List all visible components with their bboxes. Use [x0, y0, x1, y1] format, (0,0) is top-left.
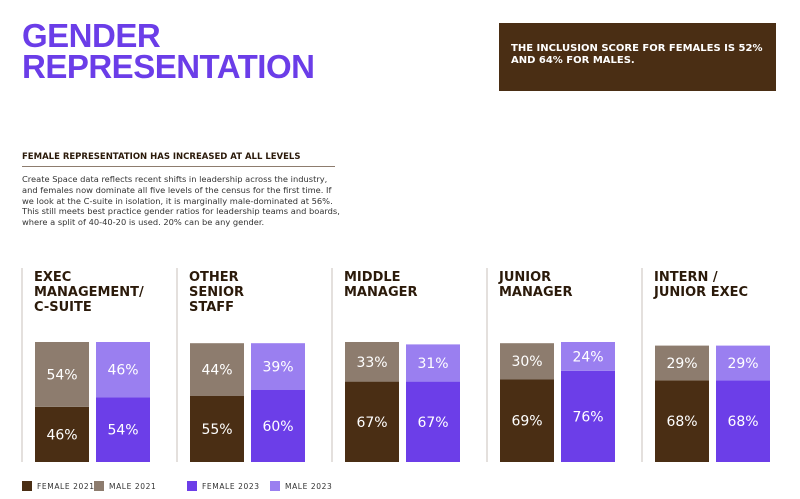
value-label: 46%: [107, 363, 138, 379]
group-label: SENIOR: [189, 285, 244, 300]
value-label: 29%: [727, 356, 758, 372]
description: Create Space data reflects recent shifts…: [22, 174, 340, 228]
legend-label: MALE 2023: [285, 482, 332, 491]
legend-label: FEMALE 2023: [202, 482, 260, 491]
group-label: MANAGEMENT/: [34, 285, 144, 300]
bar-segment: [655, 380, 709, 462]
legend-swatch: [22, 481, 32, 491]
bar-segment: [35, 342, 89, 407]
legend-swatch: [187, 481, 197, 491]
group-label: OTHER: [189, 270, 239, 285]
value-label: 60%: [262, 419, 293, 435]
bar-segment: [716, 380, 770, 462]
legend-label: MALE 2021: [109, 482, 156, 491]
value-label: 55%: [201, 422, 232, 438]
value-label: 54%: [107, 423, 138, 439]
bar-segment: [406, 344, 460, 382]
bar-segment: [655, 345, 709, 381]
value-label: 68%: [727, 414, 758, 430]
bar-segment: [500, 379, 554, 462]
value-label: 69%: [511, 414, 542, 430]
group-label: INTERN /: [654, 270, 718, 285]
group-label: C-SUITE: [34, 300, 92, 315]
bar-segment: [190, 396, 244, 462]
bar-segment: [716, 345, 770, 381]
value-label: 24%: [572, 349, 603, 365]
legend-label: FEMALE 2021: [37, 482, 95, 491]
value-label: 76%: [572, 409, 603, 425]
value-label: 31%: [417, 356, 448, 372]
bar-segment: [561, 342, 615, 371]
value-label: 54%: [46, 367, 77, 383]
bar-segment: [96, 397, 150, 462]
group-label: STAFF: [189, 300, 234, 315]
bar-segment: [500, 343, 554, 380]
value-label: 30%: [511, 354, 542, 370]
group-label: MANAGER: [499, 285, 573, 300]
title: GENDER REPRESENTATION: [22, 17, 315, 85]
legend-swatch: [270, 481, 280, 491]
callout: THE INCLUSION SCORE FOR FEMALES IS 52% A…: [499, 23, 776, 91]
group-label: JUNIOR: [498, 270, 551, 285]
group-label: JUNIOR EXEC: [653, 285, 748, 300]
value-label: 68%: [666, 414, 697, 430]
bar-segment: [251, 390, 305, 462]
legend-swatch: [94, 481, 104, 491]
bar-segment: [96, 342, 150, 398]
bar-segment: [345, 342, 399, 382]
subtitle: FEMALE REPRESENTATION HAS INCREASED AT A…: [22, 152, 335, 167]
value-label: 67%: [356, 415, 387, 431]
bar-segment: [345, 381, 399, 462]
title-line: REPRESENTATION: [22, 48, 315, 85]
title-line: GENDER: [22, 17, 161, 54]
group-label: MIDDLE: [344, 270, 401, 285]
bar-segment: [35, 406, 89, 462]
value-label: 46%: [46, 427, 77, 443]
bar-segment: [251, 343, 305, 390]
bar-segment: [190, 343, 244, 396]
bar-segment: [561, 370, 615, 462]
group-label: MANAGER: [344, 285, 418, 300]
value-label: 33%: [356, 355, 387, 371]
value-label: 29%: [666, 356, 697, 372]
bar-segment: [406, 381, 460, 462]
value-label: 67%: [417, 415, 448, 431]
group-label: EXEC: [34, 270, 71, 285]
value-label: 44%: [201, 363, 232, 379]
value-label: 39%: [262, 360, 293, 376]
